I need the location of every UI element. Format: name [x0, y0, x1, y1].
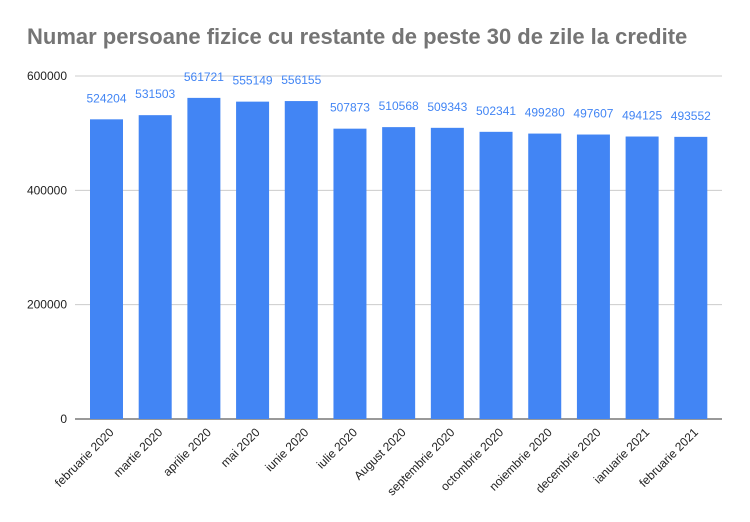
- chart-title: Numar persoane fizice cu restante de pes…: [27, 24, 688, 49]
- bar: [333, 128, 367, 419]
- x-category-label: iulie 2020: [314, 425, 360, 471]
- bar: [382, 127, 416, 419]
- bars: [90, 97, 708, 420]
- bar: [674, 136, 708, 419]
- data-label: 561721: [184, 70, 224, 84]
- data-label: 555149: [233, 74, 273, 88]
- bar: [576, 134, 610, 419]
- data-label: 524204: [86, 91, 126, 105]
- data-label: 494125: [622, 109, 662, 123]
- bar: [430, 127, 464, 419]
- bar: [625, 136, 659, 419]
- data-label: 493552: [671, 109, 711, 123]
- bar: [138, 115, 172, 420]
- bar: [284, 101, 318, 419]
- data-label: 497607: [573, 107, 613, 121]
- bar: [187, 97, 221, 420]
- data-labels: 524204 531503 561721 555149 556155 507873 5105…: [86, 70, 711, 123]
- data-label: 510568: [379, 99, 419, 113]
- data-label: 507873: [330, 101, 370, 115]
- data-label: 531503: [135, 87, 175, 101]
- bar: [90, 119, 123, 419]
- data-label: 509343: [427, 100, 467, 114]
- y-tick-label: 200000: [27, 298, 67, 312]
- bar: [528, 133, 562, 420]
- x-category-label: mai 2020: [218, 425, 263, 470]
- bar: [479, 131, 513, 419]
- y-tick-label: 400000: [27, 183, 67, 197]
- y-tick-label: 0: [60, 412, 67, 426]
- bar: [236, 101, 270, 419]
- data-label: 556155: [281, 73, 321, 87]
- x-category-label: martie 2020: [111, 425, 166, 480]
- x-category-label: februarie 2020: [52, 425, 117, 490]
- data-label: 502341: [476, 104, 516, 118]
- x-category-label: aprilie 2020: [160, 425, 214, 479]
- x-category-label: iunie 2020: [262, 425, 311, 474]
- y-tick-label: 600000: [27, 69, 67, 83]
- y-axis-ticks: 0 200000 400000 600000: [27, 69, 67, 426]
- data-label: 499280: [525, 106, 565, 120]
